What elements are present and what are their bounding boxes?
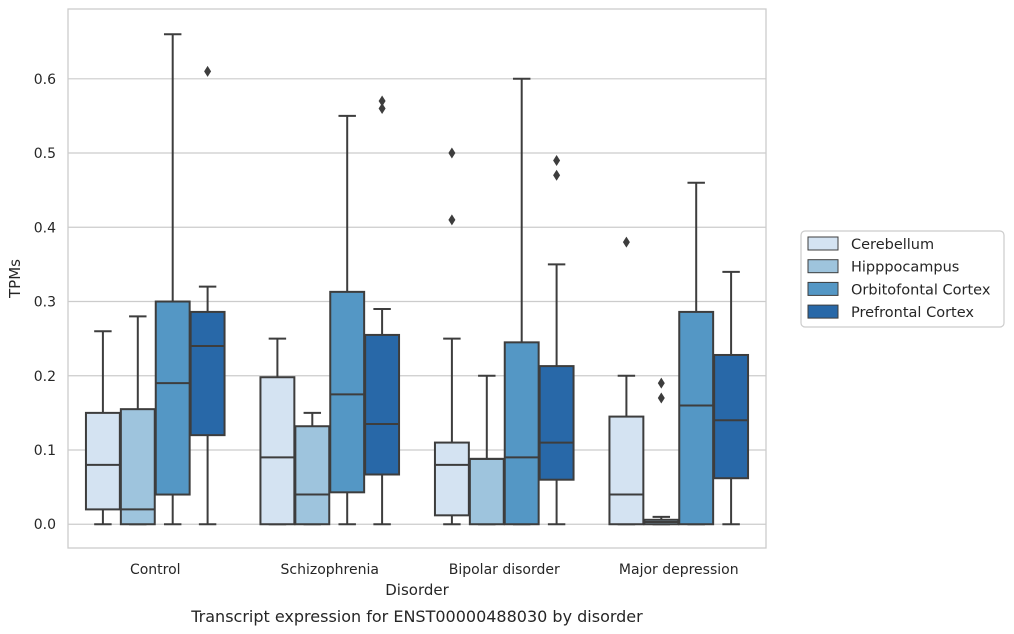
legend-label: Prefrontal Cortex	[851, 305, 974, 321]
box-2-1	[468, 374, 505, 526]
box-iqr	[329, 290, 366, 494]
box-iqr	[364, 333, 401, 476]
box-0-0	[84, 330, 121, 526]
outlier-point	[378, 95, 386, 107]
y-tick-label: 0.0	[34, 517, 56, 533]
box-iqr	[189, 310, 226, 437]
outlier-point	[553, 169, 561, 181]
box-iqr	[538, 365, 575, 481]
box-iqr	[608, 415, 645, 526]
box-0-2	[154, 33, 191, 526]
box-iqr	[468, 457, 505, 526]
x-axis-title: Disorder	[385, 581, 449, 599]
y-tick-label: 0.4	[34, 220, 56, 236]
x-tick-label: Control	[130, 562, 181, 578]
box-3-0	[608, 236, 645, 526]
box-iqr	[119, 408, 156, 526]
legend: Cerebellum Hipppocampus Orbitofontal Corte…	[800, 230, 1005, 328]
legend-label: Hipppocampus	[851, 260, 959, 276]
outlier-point	[657, 392, 665, 404]
outlier-point	[622, 236, 630, 248]
y-tick-label: 0.3	[34, 295, 56, 311]
chart-caption: Transcript expression for ENST0000048803…	[190, 607, 643, 626]
y-tick-label: 0.1	[34, 443, 56, 459]
box-iqr	[713, 353, 750, 480]
box-2-0	[433, 147, 470, 526]
y-tick-label: 0.6	[34, 72, 56, 88]
box-0-1	[119, 315, 156, 526]
outlier-point	[553, 154, 561, 166]
box-iqr	[503, 341, 540, 526]
legend-label: Cerebellum	[851, 237, 934, 253]
box-1-3	[364, 95, 401, 526]
box-1-0	[259, 337, 296, 526]
box-iqr	[84, 411, 121, 511]
box-iqr	[294, 425, 331, 526]
box-2-3	[538, 154, 575, 526]
box-3-2	[678, 181, 715, 526]
plot-frame	[67, 8, 767, 549]
legend-swatch	[807, 304, 839, 319]
outlier-point	[378, 102, 386, 114]
x-tick-label: Major depression	[619, 562, 739, 578]
y-axis-title: TPMs	[6, 259, 24, 299]
box-3-3	[713, 270, 750, 526]
outlier-point	[448, 147, 456, 159]
x-axis-ticks: Control Schizophrenia Bipolar disorder Majo…	[130, 562, 739, 578]
box-plot-groups	[84, 33, 750, 526]
box-iqr	[154, 300, 191, 496]
legend-swatch	[807, 236, 839, 251]
box-2-2	[503, 77, 540, 526]
outlier-point	[657, 377, 665, 389]
outlier-point	[204, 65, 212, 77]
box-1-2	[329, 114, 366, 526]
legend-swatch	[807, 259, 839, 274]
box-0-3	[189, 65, 226, 526]
legend-swatch	[807, 281, 839, 296]
box-1-1	[294, 411, 331, 526]
outlier-point	[448, 214, 456, 226]
box-iqr	[259, 376, 296, 526]
x-tick-label: Bipolar disorder	[449, 562, 560, 578]
y-tick-label: 0.5	[34, 146, 56, 162]
x-tick-label: Schizophrenia	[281, 562, 379, 578]
legend-label: Orbitofontal Cortex	[851, 282, 991, 298]
y-axis-ticks: 0.0 0.1 0.2 0.3 0.4 0.5 0.6	[34, 72, 56, 533]
box-iqr	[678, 310, 715, 526]
box-iqr	[433, 441, 470, 517]
box-3-1	[643, 377, 680, 526]
legend-box	[800, 230, 1005, 328]
y-tick-label: 0.2	[34, 369, 56, 385]
